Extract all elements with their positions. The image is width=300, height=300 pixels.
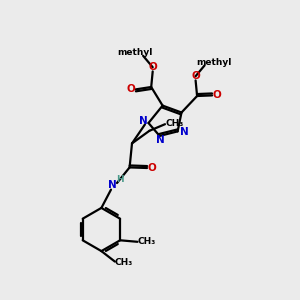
Text: methyl: methyl: [117, 48, 152, 57]
Text: CH₃: CH₃: [166, 118, 184, 127]
Text: CH₃: CH₃: [137, 237, 156, 246]
Text: methyl: methyl: [196, 58, 231, 67]
Text: O: O: [148, 61, 157, 72]
Text: N: N: [156, 135, 165, 146]
Text: N: N: [108, 180, 117, 190]
Text: N: N: [139, 116, 148, 127]
Text: CH₃: CH₃: [115, 258, 133, 267]
Text: N: N: [180, 127, 189, 137]
Text: O: O: [126, 84, 135, 94]
Text: O: O: [147, 163, 156, 173]
Text: H: H: [116, 175, 124, 184]
Text: O: O: [212, 90, 221, 100]
Text: O: O: [192, 70, 201, 81]
